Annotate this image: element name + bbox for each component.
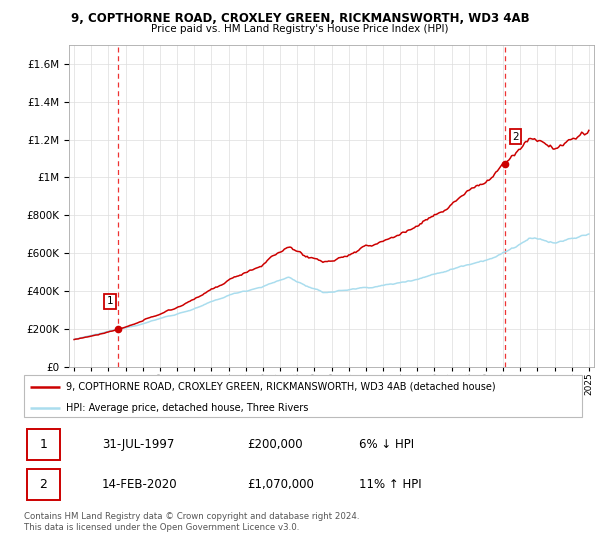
- FancyBboxPatch shape: [27, 469, 60, 500]
- Text: 2: 2: [512, 132, 519, 142]
- Text: 14-FEB-2020: 14-FEB-2020: [102, 478, 178, 491]
- Text: 31-JUL-1997: 31-JUL-1997: [102, 438, 175, 451]
- FancyBboxPatch shape: [24, 375, 582, 417]
- Text: Contains HM Land Registry data © Crown copyright and database right 2024.
This d: Contains HM Land Registry data © Crown c…: [24, 512, 359, 532]
- Text: 9, COPTHORNE ROAD, CROXLEY GREEN, RICKMANSWORTH, WD3 4AB (detached house): 9, COPTHORNE ROAD, CROXLEY GREEN, RICKMA…: [66, 381, 496, 391]
- Text: 9, COPTHORNE ROAD, CROXLEY GREEN, RICKMANSWORTH, WD3 4AB: 9, COPTHORNE ROAD, CROXLEY GREEN, RICKMA…: [71, 12, 529, 25]
- Text: £1,070,000: £1,070,000: [247, 478, 314, 491]
- Text: HPI: Average price, detached house, Three Rivers: HPI: Average price, detached house, Thre…: [66, 403, 308, 413]
- Text: 1: 1: [40, 438, 47, 451]
- Text: 2: 2: [40, 478, 47, 491]
- FancyBboxPatch shape: [27, 429, 60, 460]
- Text: 11% ↑ HPI: 11% ↑ HPI: [359, 478, 421, 491]
- Text: 6% ↓ HPI: 6% ↓ HPI: [359, 438, 414, 451]
- Text: Price paid vs. HM Land Registry's House Price Index (HPI): Price paid vs. HM Land Registry's House …: [151, 24, 449, 34]
- Text: 1: 1: [107, 296, 113, 306]
- Text: £200,000: £200,000: [247, 438, 303, 451]
